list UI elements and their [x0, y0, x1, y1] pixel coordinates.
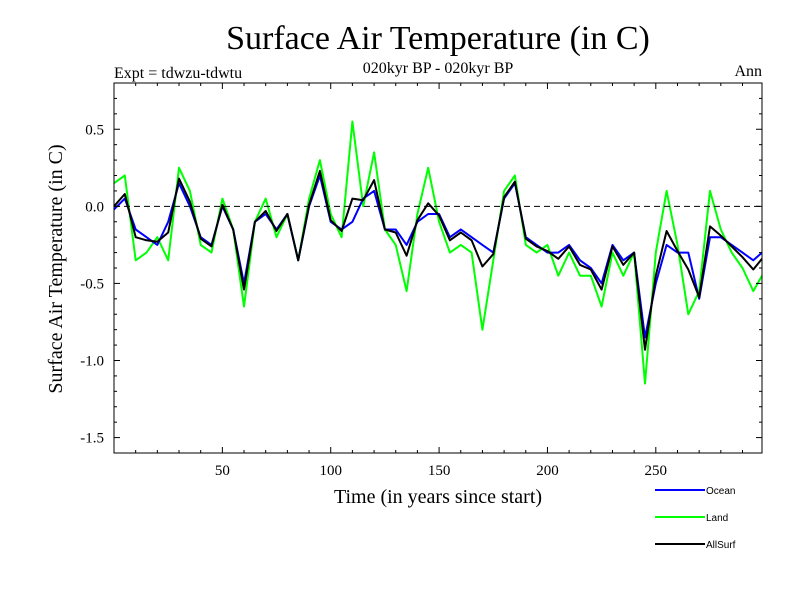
axes-layer: 50 100 150 200 250 0.5 0.0 -0.5 -1.0 -1.5 [80, 83, 762, 479]
series-line-land [113, 120, 763, 385]
y-tick-label: -1.5 [80, 431, 104, 447]
y-axis-label: Surface Air Temperature (in C) [45, 144, 67, 393]
chart-subtitle: 020kyr BP - 020kyr BP [363, 60, 514, 77]
legend-label-land: Land [706, 513, 728, 524]
y-tick-label: 0.0 [85, 199, 104, 215]
legend: Ocean Land AllSurf [655, 486, 736, 551]
x-tick-label: 150 [428, 463, 451, 479]
x-axis-label: Time (in years since start) [334, 486, 542, 508]
period-label: Ann [734, 63, 762, 80]
y-tick-label: 0.5 [85, 122, 104, 138]
plot-frame [113, 82, 763, 454]
x-tick-label: 200 [536, 463, 559, 479]
series-line-allsurf [113, 169, 763, 351]
y-tick-label: -0.5 [80, 276, 104, 292]
x-tick-label: 250 [645, 463, 668, 479]
chart-title: Surface Air Temperature (in C) [226, 20, 650, 57]
series-layer [113, 120, 763, 385]
x-tick-label: 100 [319, 463, 342, 479]
y-tick-label: -1.0 [80, 354, 104, 370]
legend-label-ocean: Ocean [706, 486, 735, 497]
legend-label-allsurf: AllSurf [706, 540, 736, 551]
x-tick-label: 50 [215, 463, 230, 479]
experiment-label: Expt = tdwzu-tdwtu [114, 65, 242, 82]
